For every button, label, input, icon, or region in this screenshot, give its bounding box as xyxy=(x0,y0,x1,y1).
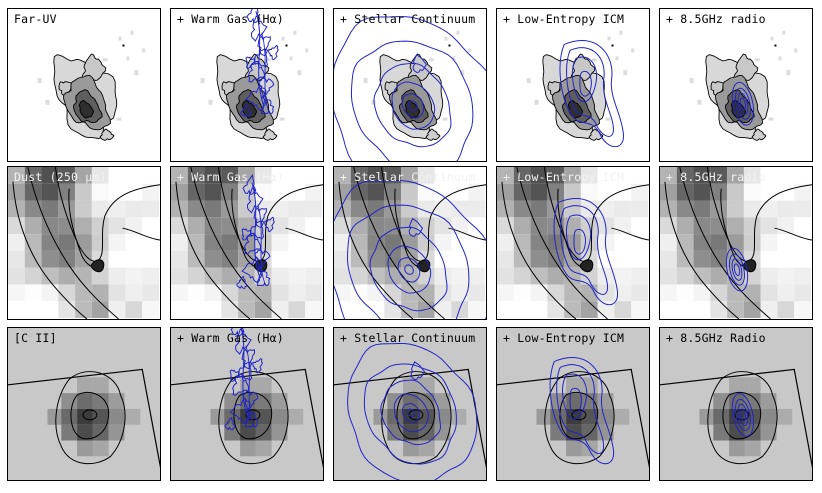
map-cii-halpha xyxy=(171,328,323,480)
panel-dust-stellar: + Stellar Continuum xyxy=(333,166,487,320)
panel-label: + 8.5GHz radio xyxy=(666,170,766,184)
panel-dust-none: Dust (250 μm) xyxy=(7,166,161,320)
panel-label: + Stellar Continuum xyxy=(340,12,476,26)
map-fuv-icm xyxy=(526,30,635,148)
panel-fuv-radio: + 8.5GHz radio xyxy=(659,8,813,162)
panel-label: Far-UV xyxy=(14,12,57,26)
panel-fuv-icm: + Low-Entropy ICM xyxy=(496,8,650,162)
panel-label: + Warm Gas (Hα) xyxy=(177,331,284,345)
map-fuv-radio xyxy=(689,30,798,141)
panel-label: + Stellar Continuum xyxy=(340,170,476,184)
map-fuv-none xyxy=(37,30,146,141)
panel-label: + Low-Entropy ICM xyxy=(503,170,625,184)
panel-cii-stellar: + Stellar Continuum xyxy=(333,327,487,481)
panel-dust-radio: + 8.5GHz radio xyxy=(659,166,813,320)
panel-fuv-halpha: + Warm Gas (Hα) xyxy=(170,8,324,162)
map-fuv-halpha xyxy=(200,9,309,141)
panel-fuv-none: Far-UV xyxy=(7,8,161,162)
map-dust-none xyxy=(8,167,160,319)
panel-fuv-stellar: + Stellar Continuum xyxy=(333,8,487,162)
panel-cii-halpha: + Warm Gas (Hα) xyxy=(170,327,324,481)
panel-label: + Low-Entropy ICM xyxy=(503,331,625,345)
panel-cii-radio: + 8.5GHz Radio xyxy=(659,327,813,481)
panel-label: + 8.5GHz Radio xyxy=(666,331,766,345)
map-dust-radio xyxy=(660,167,812,319)
map-cii-none xyxy=(8,328,160,480)
panel-label: Dust (250 μm) xyxy=(14,170,107,184)
panel-label: [C II] xyxy=(14,331,57,345)
map-dust-stellar xyxy=(334,167,486,319)
map-dust-halpha xyxy=(171,167,323,319)
map-fuv-stellar xyxy=(334,16,486,161)
panel-label: + Stellar Continuum xyxy=(340,331,476,345)
map-cii-radio xyxy=(660,328,812,480)
panel-cii-icm: + Low-Entropy ICM xyxy=(496,327,650,481)
panel-label: + Warm Gas (Hα) xyxy=(177,12,284,26)
map-dust-icm xyxy=(497,167,649,319)
panel-label: + Low-Entropy ICM xyxy=(503,12,625,26)
panel-label: + Warm Gas (Hα) xyxy=(177,170,284,184)
map-cii-stellar xyxy=(334,328,486,480)
map-cii-icm xyxy=(497,328,649,480)
panel-dust-icm: + Low-Entropy ICM xyxy=(496,166,650,320)
panel-dust-halpha: + Warm Gas (Hα) xyxy=(170,166,324,320)
panel-label: + 8.5GHz radio xyxy=(666,12,766,26)
panel-cii-none: [C II] xyxy=(7,327,161,481)
